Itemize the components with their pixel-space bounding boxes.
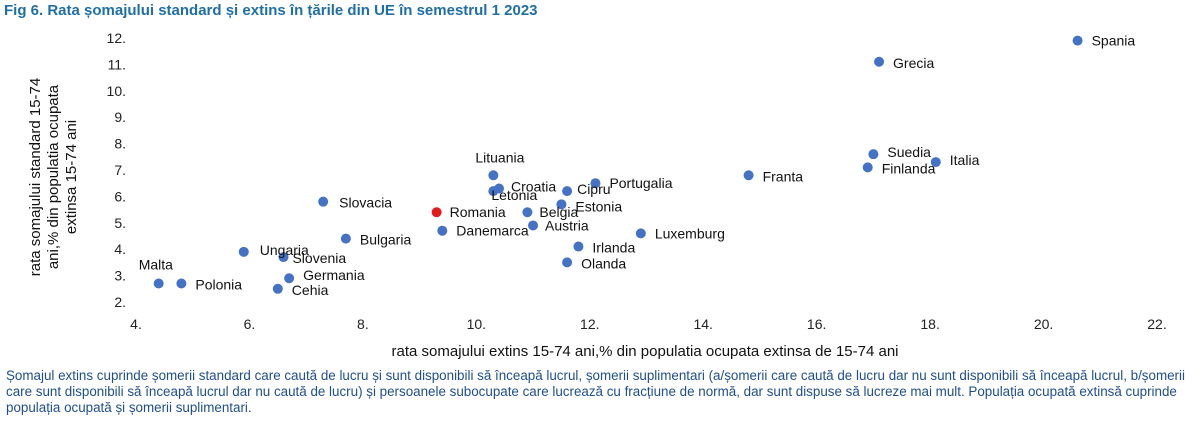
y-tick-label: 8. <box>114 136 126 152</box>
data-point-slovacia <box>318 196 329 207</box>
point-label-italia: Italia <box>950 152 980 168</box>
y-tick-label: 7. <box>114 162 126 178</box>
y-tick-label: 12. <box>107 30 126 46</box>
point-label-olanda: Olanda <box>581 255 626 271</box>
point-label-slovenia: Slovenia <box>292 250 346 266</box>
point-label-austria: Austria <box>545 217 589 233</box>
point-label-suedia: Suedia <box>887 144 931 160</box>
point-label-franta: Franta <box>763 168 804 184</box>
x-tick-label: 22. <box>1147 316 1166 332</box>
data-point-luxemburg <box>635 228 646 239</box>
point-label-spania: Spania <box>1092 33 1136 49</box>
data-point-olanda <box>562 257 573 268</box>
y-tick-label: 4. <box>114 241 126 257</box>
data-point-austria <box>528 220 539 231</box>
x-axis-label: rata somajului extins 15-74 ani,% din po… <box>392 343 899 360</box>
data-point-danemarca <box>437 225 448 236</box>
point-label-irlanda: Irlanda <box>592 240 635 256</box>
x-tick-label: 10. <box>467 316 486 332</box>
x-tick-label: 14. <box>693 316 712 332</box>
x-tick-label: 16. <box>807 316 826 332</box>
point-label-malta: Malta <box>139 257 173 273</box>
data-point-franta <box>743 170 754 181</box>
data-point-letonia <box>488 186 499 197</box>
point-label-lituania: Lituania <box>475 149 524 165</box>
point-label-belgia: Belgia <box>539 204 578 220</box>
y-tick-label: 3. <box>114 268 126 284</box>
data-points <box>153 35 1083 294</box>
point-label-grecia: Grecia <box>893 55 934 71</box>
point-label-germania: Germania <box>303 267 365 283</box>
x-tick-label: 12. <box>580 316 599 332</box>
data-point-finlanda <box>862 162 873 173</box>
point-label-romania: Romania <box>450 204 506 220</box>
x-tick-label: 20. <box>1034 316 1053 332</box>
data-point-ungaria <box>238 246 249 257</box>
scatter-chart: 4. 6. 8. 10. 12. 14. 16. 18. 20. 22. 2. 3. 4. 5. 6. 7. 8… <box>27 30 1167 360</box>
x-tick-label: 4. <box>130 316 142 332</box>
data-point-bulgaria <box>340 233 351 244</box>
data-point-cehia <box>272 283 283 294</box>
y-tick-label: 2. <box>114 294 126 310</box>
data-point-spania <box>1072 35 1083 46</box>
point-label-estonia: Estonia <box>575 198 622 214</box>
data-point-italia <box>930 157 941 168</box>
y-tick-label: 6. <box>114 188 126 204</box>
y-axis-label: rata somajului standard 15-74ani,% din p… <box>27 78 80 276</box>
data-point-estonia <box>556 199 567 210</box>
axes: 4. 6. 8. 10. 12. 14. 16. 18. 20. 22. 2. 3. 4. 5. 6. 7. 8… <box>107 30 1167 332</box>
data-point-cipru <box>562 186 573 197</box>
data-point-lituania <box>488 170 499 181</box>
data-point-portugalia <box>590 178 601 189</box>
data-point-suedia <box>868 149 879 160</box>
data-point-polonia <box>176 278 187 289</box>
x-tick-label: 6. <box>244 316 256 332</box>
data-point-malta <box>153 278 164 289</box>
point-label-polonia: Polonia <box>195 277 242 293</box>
point-label-portugalia: Portugalia <box>609 175 672 191</box>
point-label-bulgaria: Bulgaria <box>360 232 412 248</box>
data-point-grecia <box>874 56 885 67</box>
point-label-cehia: Cehia <box>292 282 329 298</box>
point-label-letonia: Letonia <box>491 187 537 203</box>
point-label-slovacia: Slovacia <box>339 195 392 211</box>
point-label-luxemburg: Luxemburg <box>655 225 725 241</box>
x-tick-label: 18. <box>920 316 939 332</box>
y-tick-label: 11. <box>108 56 126 72</box>
point-label-danemarca: Danemarca <box>456 223 529 239</box>
x-tick-label: 8. <box>357 316 369 332</box>
data-point-belgia <box>522 207 533 218</box>
y-tick-label: 9. <box>114 109 126 125</box>
y-tick-label: 5. <box>114 215 126 231</box>
footnote: Șomajul extins cuprinde șomerii standard… <box>6 368 1185 415</box>
data-point-romania <box>431 207 442 218</box>
data-point-slovenia <box>278 252 289 263</box>
point-label-finlanda: Finlanda <box>882 160 936 176</box>
point-label-ungaria: Ungaria <box>260 242 309 258</box>
point-label-croatia: Croatia <box>511 178 556 194</box>
chart-title: Fig 6. Rata șomajului standard și extins… <box>4 2 538 19</box>
data-point-irlanda <box>573 241 584 252</box>
point-label-cipru: Cipru <box>577 181 610 197</box>
y-tick-label: 10. <box>107 83 126 99</box>
data-point-germania <box>284 273 295 284</box>
